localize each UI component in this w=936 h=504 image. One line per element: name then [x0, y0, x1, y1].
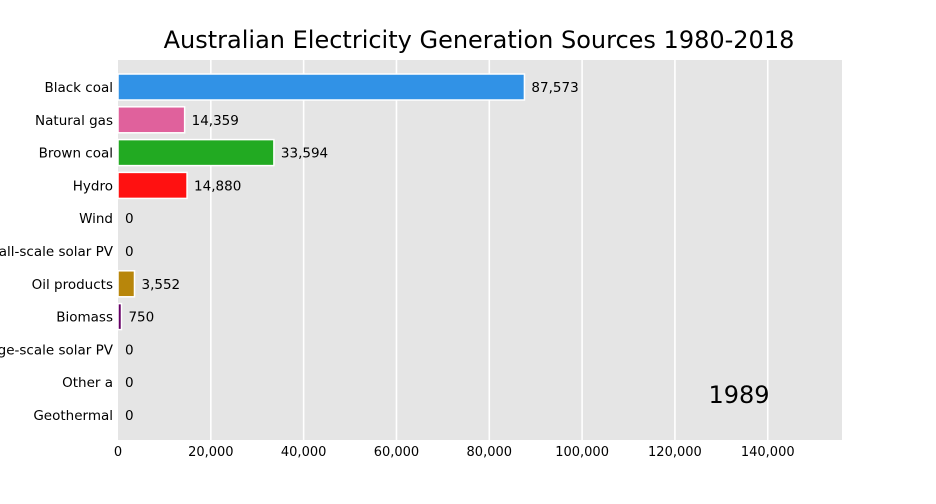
- category-label: Hydro: [73, 178, 113, 194]
- chart-title: Australian Electricity Generation Source…: [164, 26, 795, 54]
- bar: [117, 73, 526, 101]
- bar: [117, 171, 188, 200]
- x-tick-label: 80,000: [467, 445, 513, 460]
- year-label: 1989: [708, 381, 769, 409]
- x-axis-ticks: 0 20,000 40,000 60,000 80,000 100,000 120,000 1…: [114, 445, 795, 460]
- value-label: 0: [125, 211, 134, 227]
- value-label: 0: [125, 342, 134, 358]
- bar: [117, 106, 186, 134]
- category-label: Brown coal: [39, 146, 113, 162]
- category-label: Wind: [79, 211, 113, 227]
- value-label: 87,573: [531, 80, 578, 96]
- category-label: Small-scale solar PV: [0, 244, 114, 260]
- plot-area: [118, 60, 842, 440]
- value-label: 33,594: [281, 146, 328, 162]
- gridlines: [210, 60, 769, 440]
- bar: [117, 302, 123, 331]
- value-label: 0: [125, 375, 134, 391]
- category-label: Biomass: [56, 310, 113, 326]
- category-label: Oil products: [32, 277, 113, 293]
- value-labels: 87,573 14,359 33,594 14,880 0 0 3,552 750 0 0 0: [125, 80, 579, 424]
- value-label: 750: [128, 310, 154, 326]
- category-label: Black coal: [44, 80, 113, 96]
- value-label: 3,552: [141, 277, 180, 293]
- x-tick-label: 20,000: [188, 445, 234, 460]
- category-label: Large-scale solar PV: [0, 342, 114, 358]
- value-label: 14,880: [194, 178, 241, 194]
- value-label: 0: [125, 408, 134, 424]
- x-tick-label: 120,000: [648, 445, 702, 460]
- bars: [117, 73, 526, 331]
- bar: [117, 270, 136, 298]
- value-label: 14,359: [192, 113, 239, 129]
- x-tick-label: 60,000: [374, 445, 420, 460]
- category-label: Other a: [62, 375, 113, 391]
- value-label: 0: [125, 244, 134, 260]
- bar: [117, 138, 275, 167]
- x-tick-label: 0: [114, 445, 122, 460]
- x-tick-label: 140,000: [741, 445, 795, 460]
- category-label: Natural gas: [35, 113, 113, 129]
- x-tick-label: 40,000: [281, 445, 327, 460]
- x-tick-label: 100,000: [555, 445, 609, 460]
- category-labels: Black coal Natural gas Brown coal Hydro Wind…: [0, 80, 114, 424]
- category-label: Geothermal: [33, 408, 113, 424]
